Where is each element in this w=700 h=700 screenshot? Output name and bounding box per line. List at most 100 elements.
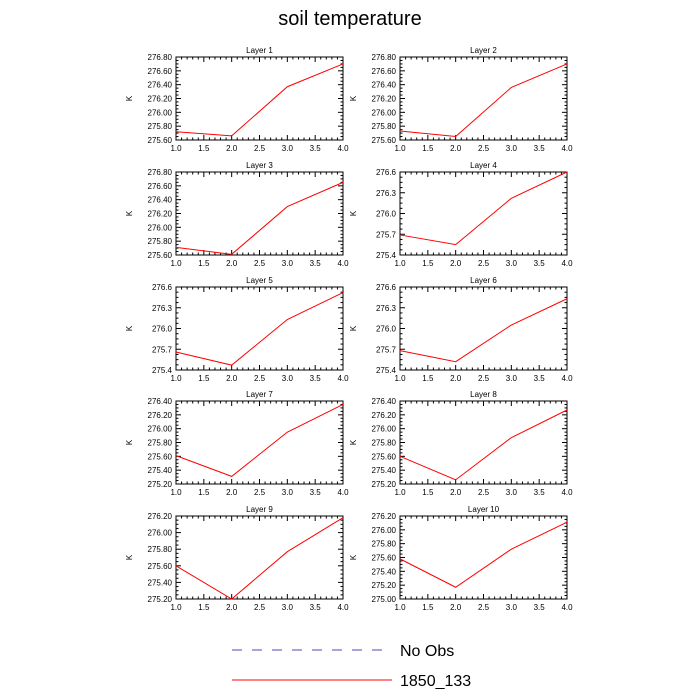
plot-frame	[399, 400, 568, 485]
x-tick-label: 2.5	[478, 144, 490, 153]
x-tick-label: 4.0	[561, 144, 573, 153]
series-line-1850-133	[399, 63, 568, 138]
y-tick-label: 275.60	[148, 251, 173, 260]
y-tick-label: 276.40	[372, 81, 397, 90]
x-tick-label: 2.0	[450, 603, 462, 612]
x-tick-label: 3.0	[506, 603, 518, 612]
plot-frame	[399, 56, 568, 141]
x-tick-label: 3.5	[534, 374, 546, 383]
y-tick-label: 275.4	[152, 366, 173, 375]
plot-frame	[175, 515, 344, 600]
x-tick-label: 3.0	[506, 488, 518, 497]
x-tick-label: 1.5	[198, 488, 210, 497]
panel-layer-10: Layer 10 K 1.0 1.5 2.0 2.5 3.0 3.5 4.0 275.00 275.…	[349, 505, 573, 612]
x-tick-label: 2.5	[254, 259, 266, 268]
y-tick-label: 275.80	[372, 122, 397, 131]
series-line-1850-133	[399, 409, 568, 481]
x-tick-label: 2.0	[226, 259, 238, 268]
y-tick-label: 275.80	[372, 439, 397, 448]
series-line-1850-133	[399, 521, 568, 588]
x-tick-label: 3.5	[534, 144, 546, 153]
x-tick-label: 3.0	[506, 374, 518, 383]
panel-title: Layer 4	[470, 161, 497, 170]
x-tick-label: 1.0	[170, 374, 182, 383]
x-tick-label: 3.5	[310, 603, 322, 612]
y-tick-label: 275.7	[376, 230, 397, 239]
panel-title: Layer 6	[470, 276, 497, 285]
series-line-1850-133	[175, 404, 344, 477]
x-tick-label: 2.5	[254, 144, 266, 153]
x-tick-label: 2.0	[450, 374, 462, 383]
x-tick-label: 1.0	[170, 259, 182, 268]
x-tick-label: 2.0	[226, 603, 238, 612]
y-tick-label: 275.80	[148, 545, 173, 554]
y-tick-label: 276.00	[372, 526, 397, 535]
x-tick-label: 1.5	[198, 374, 210, 383]
y-tick-label: 276.6	[152, 283, 173, 292]
x-tick-label: 2.0	[226, 374, 238, 383]
plot-frame	[175, 400, 344, 485]
series-line-1850-133	[399, 171, 568, 246]
x-tick-label: 4.0	[337, 603, 349, 612]
x-tick-label: 4.0	[337, 488, 349, 497]
x-tick-label: 1.0	[170, 603, 182, 612]
x-tick-label: 3.0	[282, 488, 294, 497]
y-tick-label: 275.20	[372, 480, 397, 489]
x-tick-label: 2.0	[226, 488, 238, 497]
y-tick-label: 275.80	[372, 540, 397, 549]
panel-layer-5: Layer 5 K 1.0 1.5 2.0 2.5 3.0 3.5 4.0 275.4 275.7 2…	[125, 276, 349, 383]
y-tick-label: 276.40	[148, 81, 173, 90]
panel-title: Layer 5	[246, 276, 273, 285]
y-tick-label: 276.60	[372, 67, 397, 76]
x-tick-label: 4.0	[561, 488, 573, 497]
x-tick-label: 1.5	[422, 488, 434, 497]
x-tick-label: 2.5	[478, 374, 490, 383]
y-axis-label: K	[125, 325, 134, 331]
x-tick-label: 1.5	[422, 603, 434, 612]
y-axis-label: K	[349, 210, 358, 216]
x-tick-label: 1.0	[394, 144, 406, 153]
x-tick-label: 4.0	[337, 374, 349, 383]
x-tick-label: 4.0	[561, 259, 573, 268]
x-tick-label: 1.5	[422, 259, 434, 268]
y-tick-label: 275.7	[376, 345, 397, 354]
y-axis-label: K	[349, 325, 358, 331]
y-tick-label: 276.00	[372, 425, 397, 434]
y-tick-label: 276.6	[376, 283, 397, 292]
x-tick-label: 3.0	[282, 603, 294, 612]
x-tick-label: 2.5	[478, 259, 490, 268]
panel-layer-9: Layer 9 K 1.0 1.5 2.0 2.5 3.0 3.5 4.0 275.20 275.4…	[125, 505, 349, 612]
y-tick-label: 276.20	[148, 210, 173, 219]
y-tick-label: 275.60	[148, 562, 173, 571]
y-tick-label: 275.60	[372, 136, 397, 145]
y-tick-label: 276.0	[376, 325, 397, 334]
y-tick-label: 275.4	[376, 366, 397, 375]
y-tick-label: 276.00	[372, 108, 397, 117]
y-tick-label: 275.60	[372, 452, 397, 461]
x-tick-label: 2.5	[478, 603, 490, 612]
y-tick-label: 276.20	[372, 512, 397, 521]
x-tick-label: 3.5	[534, 603, 546, 612]
figure-title: soil temperature	[278, 8, 422, 30]
plot-frame	[399, 286, 568, 371]
y-axis-label: K	[349, 554, 358, 560]
y-tick-label: 276.00	[148, 425, 173, 434]
x-tick-label: 2.0	[450, 488, 462, 497]
y-axis-label: K	[125, 210, 134, 216]
y-tick-label: 276.40	[148, 196, 173, 205]
x-tick-label: 1.5	[422, 144, 434, 153]
y-axis-label: K	[125, 439, 134, 445]
plot-frame	[175, 171, 344, 256]
series-line-1850-133	[175, 292, 344, 366]
x-tick-label: 3.0	[506, 144, 518, 153]
series-line-1850-133	[175, 63, 344, 137]
y-tick-label: 275.80	[148, 237, 173, 246]
panel-layer-7: Layer 7 K 1.0 1.5 2.0 2.5 3.0 3.5 4.0 275.20 275.4…	[125, 390, 349, 497]
x-tick-label: 1.0	[170, 144, 182, 153]
panel-title: Layer 1	[246, 46, 273, 55]
panel-layer-1: Layer 1 K 1.0 1.5 2.0 2.5 3.0 3.5 4.0 275.60 275.8…	[125, 46, 349, 153]
series-line-1850-133	[175, 181, 344, 255]
panel-title: Layer 7	[246, 390, 273, 399]
